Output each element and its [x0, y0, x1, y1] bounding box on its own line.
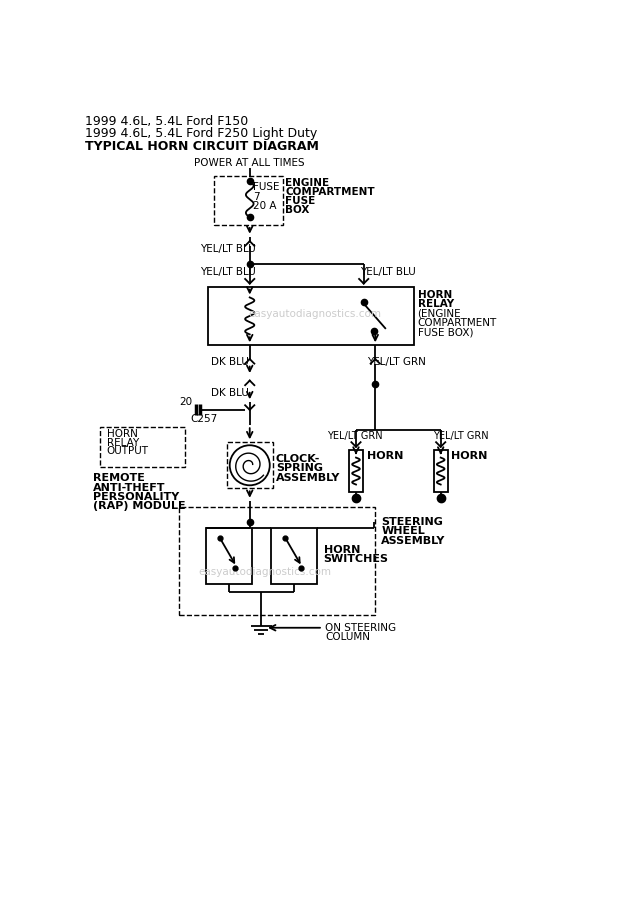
Text: BOX: BOX — [285, 205, 310, 215]
Bar — [349, 450, 363, 492]
Text: FUSE: FUSE — [285, 196, 315, 206]
Text: SWITCHES: SWITCHES — [324, 554, 389, 564]
Text: ASSEMBLY: ASSEMBLY — [381, 536, 446, 545]
Bar — [214, 176, 283, 225]
Text: CLOCK-: CLOCK- — [276, 454, 320, 464]
Bar — [208, 286, 413, 346]
Text: COMPARTMENT: COMPARTMENT — [418, 318, 497, 328]
Text: 20 A: 20 A — [253, 201, 276, 211]
Text: easyautodiagnostics.com: easyautodiagnostics.com — [198, 567, 331, 577]
Text: HORN: HORN — [418, 290, 452, 300]
Text: SPRING: SPRING — [276, 464, 323, 473]
Text: REMOTE: REMOTE — [93, 473, 145, 483]
Text: POWER AT ALL TIMES: POWER AT ALL TIMES — [195, 158, 305, 168]
Text: FUSE BOX): FUSE BOX) — [418, 327, 473, 338]
Text: YEL/LT GRN: YEL/LT GRN — [327, 431, 383, 441]
Text: COMPARTMENT: COMPARTMENT — [285, 187, 375, 197]
Text: TYPICAL HORN CIRCUIT DIAGRAM: TYPICAL HORN CIRCUIT DIAGRAM — [85, 140, 319, 153]
Text: HORN: HORN — [366, 451, 403, 461]
Text: ANTI-THEFT: ANTI-THEFT — [93, 482, 165, 492]
Text: STEERING: STEERING — [381, 518, 443, 527]
Bar — [179, 507, 375, 615]
Text: (ENGINE: (ENGINE — [418, 309, 461, 319]
Text: COLUMN: COLUMN — [325, 632, 370, 642]
Text: PERSONALITY: PERSONALITY — [93, 491, 179, 502]
Circle shape — [230, 446, 269, 485]
Text: C257: C257 — [190, 414, 218, 424]
Text: 1999 4.6L, 5.4L Ford F250 Light Duty: 1999 4.6L, 5.4L Ford F250 Light Duty — [85, 127, 317, 140]
Text: HORN: HORN — [324, 545, 360, 555]
Text: WHEEL: WHEEL — [381, 526, 425, 536]
Text: ENGINE: ENGINE — [285, 177, 329, 188]
Bar — [434, 450, 447, 492]
Text: YEL/LT BLU: YEL/LT BLU — [360, 267, 415, 277]
Text: easyautodiagnostics.com: easyautodiagnostics.com — [248, 310, 381, 320]
Text: YEL/LT GRN: YEL/LT GRN — [368, 357, 426, 367]
Text: 1999 4.6L, 5.4L Ford F150: 1999 4.6L, 5.4L Ford F150 — [85, 115, 248, 129]
Bar — [206, 528, 252, 584]
Text: RELAY: RELAY — [418, 300, 454, 310]
Text: HORN: HORN — [106, 429, 137, 439]
Text: ASSEMBLY: ASSEMBLY — [276, 472, 341, 482]
Text: 7: 7 — [253, 192, 260, 202]
Text: HORN: HORN — [452, 451, 488, 461]
Text: ON STEERING: ON STEERING — [325, 623, 396, 633]
Text: OUTPUT: OUTPUT — [106, 446, 148, 456]
Text: FUSE: FUSE — [253, 183, 279, 193]
Bar — [100, 427, 185, 467]
Bar — [227, 442, 273, 489]
Text: RELAY: RELAY — [106, 438, 139, 448]
Text: 20: 20 — [179, 397, 192, 407]
Text: DK BLU: DK BLU — [211, 388, 249, 398]
Text: YEL/LT BLU: YEL/LT BLU — [200, 244, 255, 254]
Text: YEL/LT GRN: YEL/LT GRN — [433, 431, 489, 441]
Bar — [271, 528, 318, 584]
Text: YEL/LT BLU: YEL/LT BLU — [200, 267, 255, 277]
Text: DK BLU: DK BLU — [211, 357, 249, 367]
Text: (RAP) MODULE: (RAP) MODULE — [93, 501, 185, 511]
